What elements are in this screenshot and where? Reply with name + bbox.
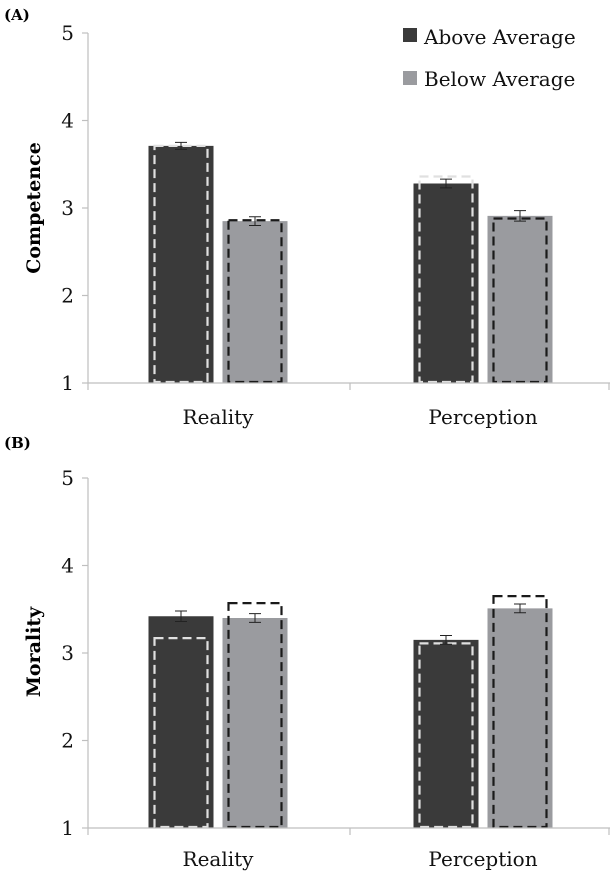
error-bar-above-average-reality — [175, 610, 187, 622]
x-category-label-reality: Reality — [183, 847, 255, 871]
dashed-outline-below-average-reality — [227, 219, 283, 384]
categories-b: Reality Perception — [183, 847, 538, 871]
legend-swatch-below-average — [403, 71, 417, 85]
y-tick-label: 1 — [61, 371, 74, 395]
bar-below-average-perception — [487, 608, 553, 828]
legend-label-above-average: Above Average — [423, 25, 576, 49]
y-tick-label: 4 — [61, 109, 74, 133]
y-tick-label: 2 — [61, 284, 74, 308]
x-category-label-reality: Reality — [183, 405, 255, 429]
error-bar-above-average-perception — [440, 178, 452, 189]
legend-label-below-average: Below Average — [424, 67, 575, 91]
dashed-outline-above-average-perception — [418, 175, 474, 384]
bar-below-average-reality — [222, 618, 288, 828]
error-bar-below-average-perception — [514, 603, 526, 614]
bar-above-average-perception — [413, 183, 479, 383]
dashed-outline-below-average-reality — [227, 602, 283, 829]
y-tick-label: 5 — [61, 466, 74, 490]
bar-below-average-reality — [222, 221, 288, 383]
axes-b — [87, 478, 610, 835]
error-bar-below-average-perception — [514, 210, 526, 222]
y-ticks-b: 1 2 3 4 5 — [61, 466, 88, 840]
dashed-outline-above-average-reality — [153, 637, 209, 829]
dashed-outline-above-average-perception — [418, 642, 474, 829]
bar-below-average-perception — [487, 215, 553, 383]
panel-b: (B) Morality 1 2 3 4 5 Reality Perception — [4, 434, 610, 871]
panel-label-b: (B) — [4, 434, 31, 452]
categories-a: Reality Perception — [183, 405, 538, 429]
bar-above-average-reality — [148, 616, 214, 828]
y-tick-label: 4 — [61, 554, 74, 578]
bar-above-average-reality — [148, 145, 214, 383]
x-category-label-perception: Perception — [428, 405, 537, 429]
axes-a — [87, 33, 610, 390]
legend: Above Average Below Average — [403, 25, 576, 91]
y-tick-label: 2 — [61, 729, 74, 753]
error-bar-below-average-reality — [249, 216, 261, 226]
bars-b — [148, 595, 553, 829]
error-bar-above-average-reality — [175, 141, 187, 150]
y-tick-label: 1 — [61, 816, 74, 840]
dashed-outline-below-average-perception — [492, 595, 548, 829]
y-axis-label-competence: Competence — [23, 142, 45, 274]
panel-label-a: (A) — [4, 6, 30, 24]
legend-swatch-above-average — [403, 28, 417, 42]
bars-a — [148, 141, 553, 384]
bar-above-average-perception — [413, 639, 479, 828]
dashed-outline-above-average-reality — [153, 144, 209, 384]
x-category-label-perception: Perception — [428, 847, 537, 871]
dashed-outline-below-average-perception — [492, 217, 548, 384]
y-ticks-a: 1 2 3 4 5 — [61, 21, 88, 395]
y-tick-label: 5 — [61, 21, 74, 45]
error-bar-below-average-reality — [249, 613, 261, 623]
y-tick-label: 3 — [61, 641, 74, 665]
panel-a: (A) Competence 1 2 3 4 5 Reality Perception — [4, 6, 610, 429]
error-bar-above-average-perception — [440, 635, 452, 645]
y-axis-label-morality: Morality — [23, 606, 45, 697]
y-tick-label: 3 — [61, 196, 74, 220]
